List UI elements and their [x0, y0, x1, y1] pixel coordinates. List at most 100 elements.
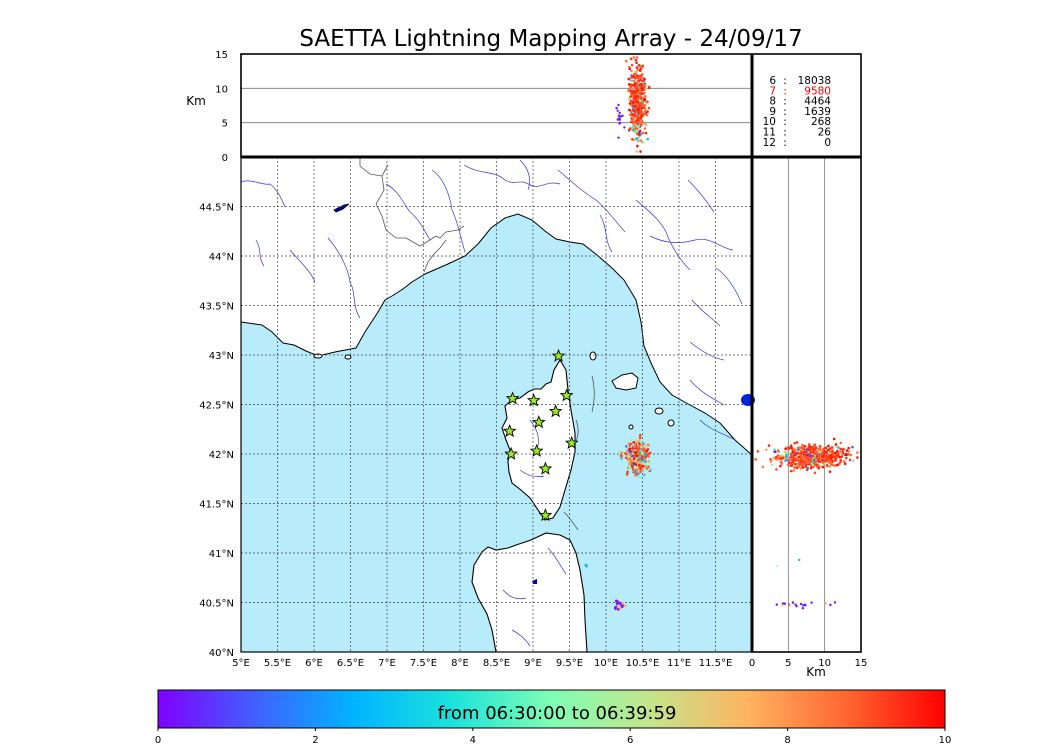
side-source-point	[826, 454, 830, 458]
lightning-source-point	[642, 473, 646, 477]
map-grid	[241, 157, 752, 652]
side-source-point	[754, 457, 757, 461]
side-source-point	[788, 461, 791, 465]
side-source-point	[828, 461, 831, 465]
lightning-source-point	[627, 442, 631, 446]
side-source-point	[821, 461, 824, 464]
stats-separator: :	[783, 127, 787, 139]
lightning-source-point	[643, 448, 647, 451]
lightning-source-point	[634, 443, 637, 447]
lightning-source-point	[646, 443, 650, 447]
side-source-point	[801, 457, 805, 461]
side-source-point	[811, 460, 815, 463]
lightning-source-point	[647, 465, 650, 469]
side-source-point	[856, 456, 859, 459]
side-source-point	[803, 462, 806, 465]
side-source-point	[781, 603, 784, 607]
lightning-source-point	[584, 563, 588, 567]
altitude-source-point	[636, 144, 639, 148]
side-source-point	[818, 444, 822, 448]
altitude-source-point	[616, 118, 619, 121]
map-y-tick-label: 43°N	[209, 351, 234, 362]
altitude-source-point	[644, 109, 647, 113]
lightning-source-point	[637, 463, 641, 467]
side-source-point	[785, 453, 788, 457]
colorbar-tick-label: 4	[470, 735, 476, 746]
altitude-source-point	[630, 109, 633, 113]
side-source-point	[782, 458, 786, 461]
side-source-point	[794, 455, 798, 459]
altitude-axis-label: Km	[186, 94, 206, 108]
altitude-source-point	[617, 136, 620, 139]
altitude-source-point	[624, 59, 628, 63]
altitude-source-point	[634, 70, 637, 74]
map-x-tick-label: 6.5°E	[337, 658, 364, 669]
side-x-tick-label: 5	[785, 658, 791, 669]
altitude-source-point	[641, 79, 645, 83]
lightning-source-point	[646, 448, 650, 451]
side-source-point	[828, 465, 831, 468]
lightning-source-point	[638, 457, 642, 461]
map-x-tick-label: 6°E	[305, 658, 323, 669]
stats-station-count: 8	[769, 96, 776, 108]
altitude-source-point	[617, 114, 621, 117]
side-source-point	[828, 455, 832, 458]
elba-island	[611, 372, 639, 391]
side-x-tick-label: 15	[855, 658, 868, 669]
side-source-point	[803, 453, 807, 457]
lightning-source-point	[643, 462, 647, 466]
altitude-source-point	[630, 83, 634, 87]
lma-station-marker	[529, 443, 544, 457]
stats-station-count: 11	[763, 127, 776, 139]
altitude-source-point	[638, 113, 642, 117]
side-source-point	[785, 451, 789, 454]
colorbar-tick-label: 2	[312, 735, 318, 746]
side-source-point	[833, 464, 836, 467]
map-y-tick-label: 42°N	[209, 450, 234, 461]
lightning-source-point	[641, 458, 644, 462]
side-source-point	[826, 452, 829, 456]
lightning-source-point	[632, 470, 636, 473]
colorbar-gradient	[157, 689, 946, 729]
altitude-source-point	[637, 135, 641, 139]
side-source-point	[795, 466, 799, 470]
altitude-source-point	[630, 137, 634, 141]
side-source-point	[789, 464, 792, 467]
lightning-source-point	[625, 452, 628, 456]
altitude-source-point	[643, 127, 647, 130]
lightning-source-point	[623, 604, 627, 608]
side-source-point	[839, 447, 843, 451]
altitude-source-point	[618, 121, 622, 125]
altitude-source-point	[632, 56, 636, 59]
side-source-point	[830, 447, 834, 450]
lightning-source-point	[637, 440, 640, 443]
side-source-point	[783, 602, 787, 605]
side-source-point	[801, 443, 804, 447]
altitude-source-point	[639, 120, 643, 123]
side-source-point	[851, 459, 855, 462]
stats-separator: :	[783, 85, 787, 97]
altitude-source-point	[636, 83, 639, 87]
side-source-point	[801, 606, 805, 610]
lightning-source-point	[637, 447, 641, 450]
stats-source-count: 18038	[798, 75, 831, 87]
altitude-source-point	[629, 57, 633, 61]
side-source-point	[818, 446, 821, 450]
altitude-source-point	[635, 150, 639, 153]
altitude-source-point	[641, 131, 645, 135]
lightning-source-point	[643, 458, 646, 461]
map-y-tick-label: 44°N	[209, 252, 234, 263]
altitude-source-point	[637, 91, 640, 94]
lma-station-marker	[548, 404, 563, 418]
map-x-tick-label: 7.5°E	[410, 658, 437, 669]
lightning-source-point	[614, 605, 617, 609]
altitude-source-point	[639, 122, 643, 126]
altitude-source-point	[641, 73, 644, 76]
altitude-source-point	[644, 131, 648, 135]
lightning-source-point	[643, 444, 647, 448]
lightning-source-point	[615, 602, 619, 605]
altitude-source-point	[639, 116, 643, 120]
side-source-point	[813, 461, 817, 465]
lightning-source-point	[645, 467, 649, 471]
